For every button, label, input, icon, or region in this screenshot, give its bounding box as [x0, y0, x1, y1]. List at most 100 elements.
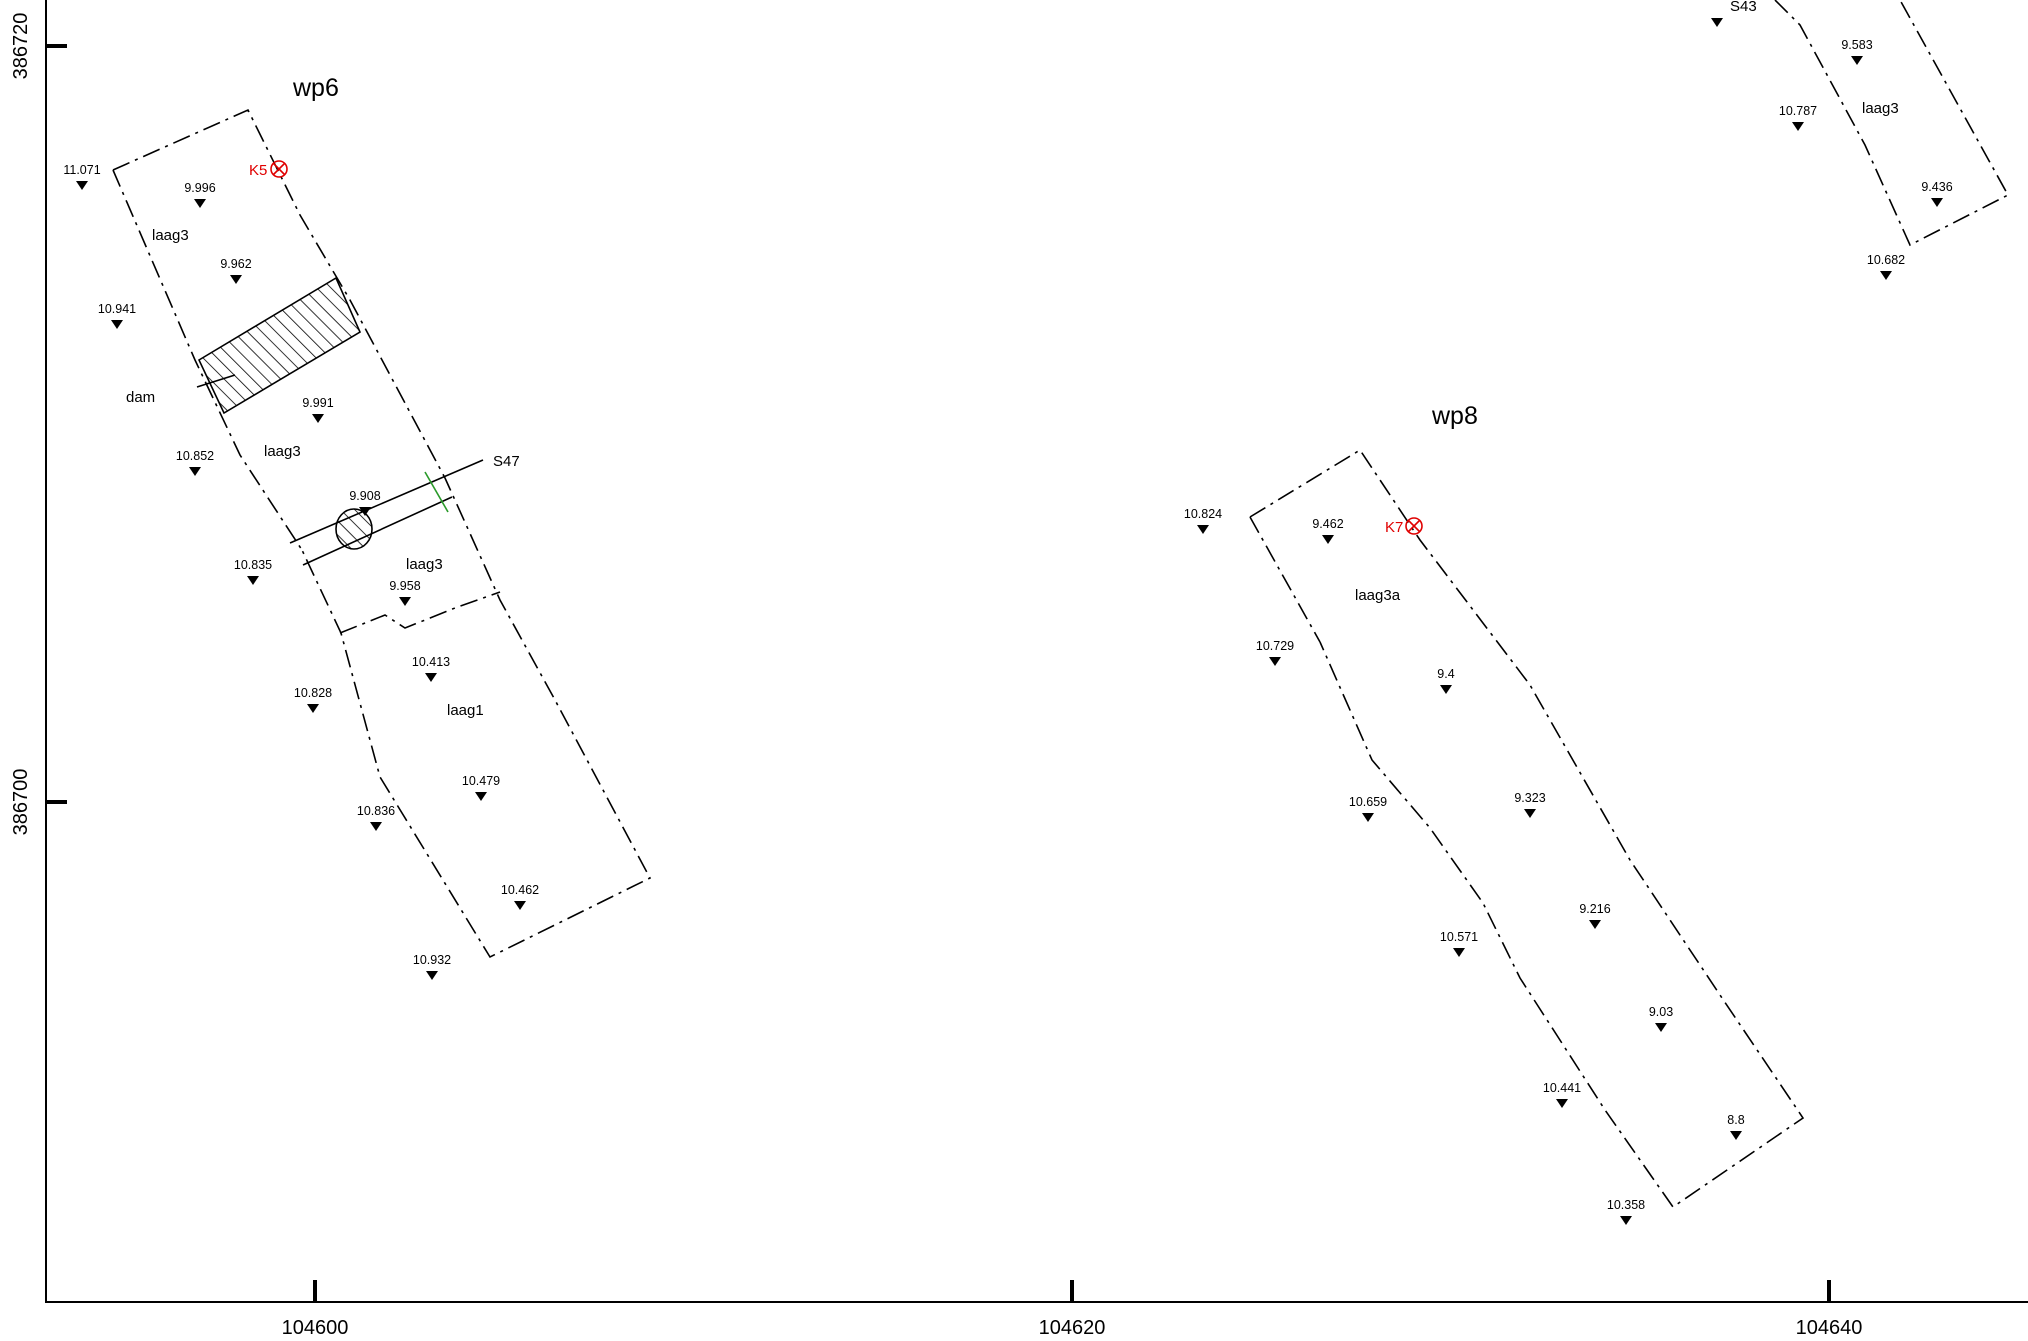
level-points: 11.071 9.996 9.962 10.941 9.991 10.852 9.908 10… [63, 38, 1953, 1225]
layer-label: laag1 [447, 702, 484, 719]
level-marker [307, 704, 319, 713]
level-value: 10.828 [294, 686, 332, 700]
section-label: S47 [493, 453, 520, 470]
layer-label: laag3a [1355, 587, 1401, 604]
level-marker [1556, 1099, 1568, 1108]
level-marker [111, 320, 123, 329]
level-value: 9.991 [302, 396, 333, 410]
level-value: 10.479 [462, 774, 500, 788]
level-marker [247, 576, 259, 585]
level-marker [312, 414, 324, 423]
trench-title: wp6 [292, 74, 339, 102]
level-marker [1362, 813, 1374, 822]
trench-outline [1249, 448, 1805, 1209]
level-marker [1931, 198, 1943, 207]
level-value: 10.836 [357, 804, 395, 818]
level-marker [1851, 56, 1863, 65]
level-value: 10.787 [1779, 104, 1817, 118]
level-value: 9.462 [1312, 517, 1343, 531]
trench-outline-closing [1249, 516, 1321, 643]
marker-label: K5 [249, 162, 267, 179]
level-marker [370, 822, 382, 831]
y-tick-label: 386720 [10, 13, 32, 80]
level-value: 9.583 [1841, 38, 1872, 52]
level-value: 9.4 [1437, 667, 1454, 681]
marker-icon [1405, 517, 1423, 535]
dam-line [196, 374, 236, 388]
level-marker [1197, 525, 1209, 534]
level-value: 9.908 [349, 489, 380, 503]
level-value: 9.958 [389, 579, 420, 593]
level-value: 10.462 [501, 883, 539, 897]
level-marker [194, 199, 206, 208]
x-tick-label: 104640 [1796, 1317, 1863, 1339]
level-value: 8.8 [1727, 1113, 1744, 1127]
level-marker [1792, 122, 1804, 131]
y-tick-label: 386700 [10, 769, 32, 836]
level-marker [1269, 657, 1281, 666]
level-value: 10.358 [1607, 1198, 1645, 1212]
section-label: S43 [1730, 0, 1757, 15]
level-marker [1620, 1216, 1632, 1225]
level-value: 9.962 [220, 257, 251, 271]
level-value: 10.941 [98, 302, 136, 316]
level-marker [1880, 271, 1892, 280]
level-marker [399, 597, 411, 606]
trench-outline [112, 108, 652, 959]
level-value: 10.932 [413, 953, 451, 967]
level-value: 10.835 [234, 558, 272, 572]
level-marker [1711, 18, 1723, 27]
level-marker [1730, 1131, 1742, 1140]
level-marker [426, 971, 438, 980]
layer-label: laag3 [1862, 100, 1899, 117]
level-marker [1440, 685, 1452, 694]
level-value: 10.659 [1349, 795, 1387, 809]
level-value: 10.413 [412, 655, 450, 669]
layer-label: laag3 [152, 227, 189, 244]
marker-label: K7 [1385, 519, 1403, 536]
feature-label: dam [126, 389, 155, 406]
level-value: 9.323 [1514, 791, 1545, 805]
section-line-s47 [289, 459, 484, 544]
level-marker [425, 673, 437, 682]
level-marker [1655, 1023, 1667, 1032]
hatched-feature [335, 508, 373, 550]
level-value: 10.682 [1867, 253, 1905, 267]
layer-boundary [112, 169, 303, 551]
layer-boundary [339, 591, 501, 634]
dam-hatched-area [197, 276, 362, 415]
level-value: 9.216 [1579, 902, 1610, 916]
level-value: 10.729 [1256, 639, 1294, 653]
trench-top-right: laag3 S43 [1711, 0, 2010, 247]
trench-title: wp8 [1431, 402, 1478, 430]
section-tick [424, 471, 449, 513]
x-tick-label: 104600 [282, 1317, 349, 1339]
level-marker [76, 181, 88, 190]
level-value: 9.996 [184, 181, 215, 195]
level-value: 10.824 [1184, 507, 1222, 521]
level-value: 9.03 [1649, 1005, 1673, 1019]
section-line [302, 496, 453, 566]
level-marker [1589, 920, 1601, 929]
level-value: 10.852 [176, 449, 214, 463]
level-marker [1524, 809, 1536, 818]
trench-outline [1774, 0, 2010, 247]
level-value: 11.071 [63, 163, 100, 177]
x-tick-label: 104620 [1039, 1317, 1106, 1339]
axes: 104600 104620 104640 386720 386700 [10, 0, 2028, 1339]
marker-icon [270, 160, 288, 178]
level-marker [359, 507, 371, 516]
level-value: 10.441 [1543, 1081, 1581, 1095]
trench-wp6: wp6 S47 dam laag3 laag3 laag3 laag1 K5 [112, 74, 652, 959]
layer-label: laag3 [264, 443, 301, 460]
level-marker [475, 792, 487, 801]
level-marker [1322, 535, 1334, 544]
trench-wp8: wp8 laag3a K7 [1249, 402, 1805, 1209]
level-marker [514, 901, 526, 910]
level-marker [230, 275, 242, 284]
level-value: 10.571 [1440, 930, 1478, 944]
level-marker [189, 467, 201, 476]
layer-label: laag3 [406, 556, 443, 573]
level-value: 9.436 [1921, 180, 1952, 194]
